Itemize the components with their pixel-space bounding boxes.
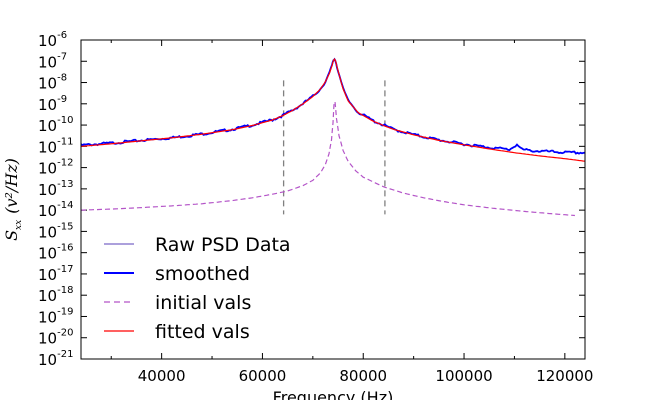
y-tick-label: 10-20 — [38, 328, 73, 348]
y-tick-label: 10-15 — [38, 221, 73, 241]
svg-text:Sxx(v²/Hz): Sxx(v²/Hz) — [2, 158, 24, 241]
y-tick-label: 10-19 — [38, 306, 73, 326]
legend-label: Raw PSD Data — [155, 234, 291, 256]
y-tick-label: 10-8 — [38, 73, 67, 93]
y-tick-label: 10-13 — [38, 179, 73, 199]
x-tick-label: 100000 — [435, 367, 492, 385]
series-lines — [80, 57, 586, 217]
y-tick-label: 10-17 — [38, 264, 73, 284]
y-tick-label: 10-12 — [38, 158, 73, 178]
x-axis-label: Frequency (Hz) — [273, 388, 394, 400]
legend-label: smoothed — [155, 263, 250, 285]
y-axis-label: Sxx(v²/Hz) — [2, 158, 24, 241]
axis-ticks: 40000 60000 80000 100000 12000010-610-710-81… — [38, 30, 593, 385]
y-tick-label: 10-10 — [38, 115, 73, 135]
y-tick-label: 10-6 — [38, 30, 67, 50]
series-fitted-vals-line — [80, 58, 586, 162]
y-tick-label: 10-16 — [38, 243, 73, 263]
y-tick-label: 10-9 — [38, 94, 67, 114]
x-tick-label: 60000 — [239, 367, 287, 385]
legend-label: initial vals — [155, 292, 251, 314]
legend-label: fitted vals — [155, 321, 250, 343]
y-tick-label: 10-18 — [38, 285, 73, 305]
y-tick-label: 10-21 — [38, 349, 73, 369]
legend: Raw PSD Data smoothed initial vals fitted v… — [104, 234, 291, 343]
y-tick-label: 10-7 — [38, 51, 67, 71]
plot-frame — [80, 39, 586, 360]
y-tick-label: 10-14 — [38, 200, 73, 220]
series-initial-vals-line — [81, 99, 575, 217]
y-tick-label: 10-11 — [38, 136, 73, 156]
x-tick-label: 80000 — [339, 367, 387, 385]
x-tick-label: 40000 — [138, 367, 186, 385]
x-tick-label: 120000 — [536, 367, 593, 385]
